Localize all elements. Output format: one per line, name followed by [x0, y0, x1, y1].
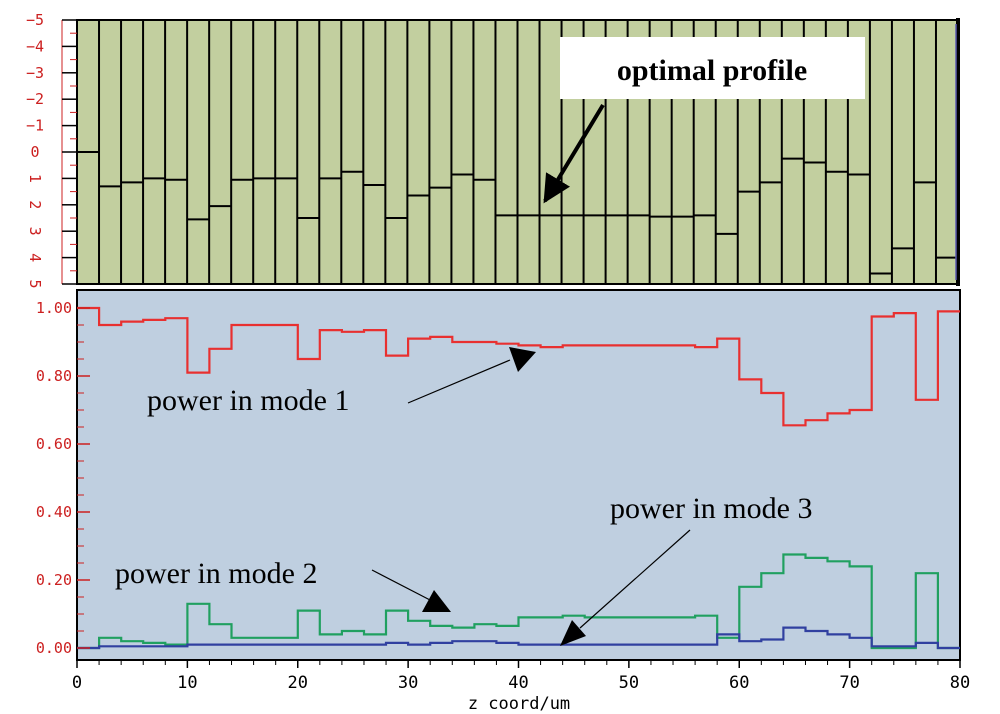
power-x-tick-label: 80	[950, 673, 970, 693]
mode-1-arrow-line	[407, 359, 511, 404]
mode-2-arrow-line	[371, 569, 431, 601]
power-x-tick-label: 70	[839, 673, 859, 693]
x-axis-label: z coord/um	[468, 694, 570, 714]
mode-1-annotation: power in mode 1	[147, 384, 349, 417]
power-y-tick-label: 1.00	[36, 299, 72, 317]
profile-y-tick-label: 2	[26, 200, 44, 209]
profile-y-tick-label: 3	[26, 227, 44, 236]
power-x-tick-label: 50	[619, 673, 639, 693]
power-series	[77, 306, 960, 650]
power-x-tick-label: 20	[288, 673, 308, 693]
power-x-tick-label: 60	[729, 673, 749, 693]
profile-y-tick-label: 4	[26, 253, 44, 262]
power-x-tick-label: 0	[72, 673, 82, 693]
power-y-tick-label: 0.80	[36, 367, 72, 385]
power-y-tick-label: 0.20	[36, 571, 72, 589]
profile-panel: −5 −4 −3 −2 −1 0 1 2 3 4 5 optimal profile	[26, 11, 960, 289]
optimal-profile-label: optimal profile	[617, 54, 807, 87]
power-x-tick-label: 40	[508, 673, 528, 693]
mode-3-arrow-head	[560, 620, 586, 646]
power-y-tick-label: 0.60	[36, 435, 72, 453]
mode-1-line	[77, 306, 960, 427]
power-panel: 0.00 0.20 0.40 0.60 0.80 1.00 0 10 20 30 40 50 60 70…	[36, 289, 970, 714]
power-y-tick-label: 0.40	[36, 503, 72, 521]
power-y-tick-label: 0.00	[36, 639, 72, 657]
mode-2-line	[77, 553, 960, 650]
power-x-tick-label: 10	[177, 673, 197, 693]
power-y-axis: 0.00 0.20 0.40 0.60 0.80 1.00	[36, 299, 90, 657]
power-x-tick-label: 30	[398, 673, 418, 693]
mode-2-arrow-head	[422, 590, 451, 612]
profile-y-tick-label: −4	[26, 37, 44, 55]
profile-y-axis: −5 −4 −3 −2 −1 0 1 2 3 4 5	[26, 11, 77, 289]
optimal-profile-label-box	[560, 37, 865, 99]
profile-y-tick-label: 0	[30, 143, 39, 161]
optimal-profile-arrow	[543, 103, 605, 204]
profile-y-tick-label: 5	[26, 279, 44, 288]
mode-3-line	[77, 626, 960, 650]
profile-y-tick-label: −3	[26, 64, 44, 82]
profile-y-tick-label: 1	[26, 174, 44, 183]
mode-2-annotation: power in mode 2	[115, 557, 317, 590]
profile-y-tick-label: −1	[26, 117, 44, 135]
mode-1-arrow-head	[509, 347, 536, 372]
power-x-axis: 0 10 20 30 40 50 60 70 80	[72, 660, 970, 693]
mode-3-arrow-line	[579, 529, 691, 629]
mode-3-annotation: power in mode 3	[610, 492, 812, 525]
profile-y-tick-label: −2	[26, 90, 44, 108]
profile-y-tick-label: −5	[26, 11, 44, 29]
